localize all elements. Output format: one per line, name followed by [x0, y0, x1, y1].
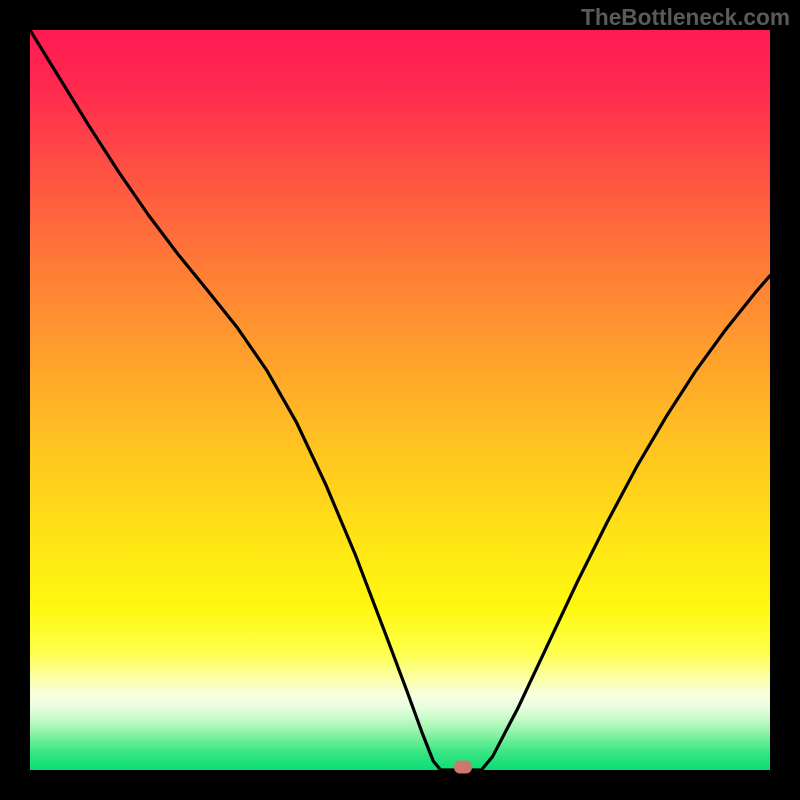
plot-area: [30, 30, 770, 770]
minimum-marker: [454, 761, 472, 774]
chart-container: TheBottleneck.com: [0, 0, 800, 800]
bottleneck-curve: [30, 30, 770, 770]
watermark-text: TheBottleneck.com: [581, 4, 790, 31]
